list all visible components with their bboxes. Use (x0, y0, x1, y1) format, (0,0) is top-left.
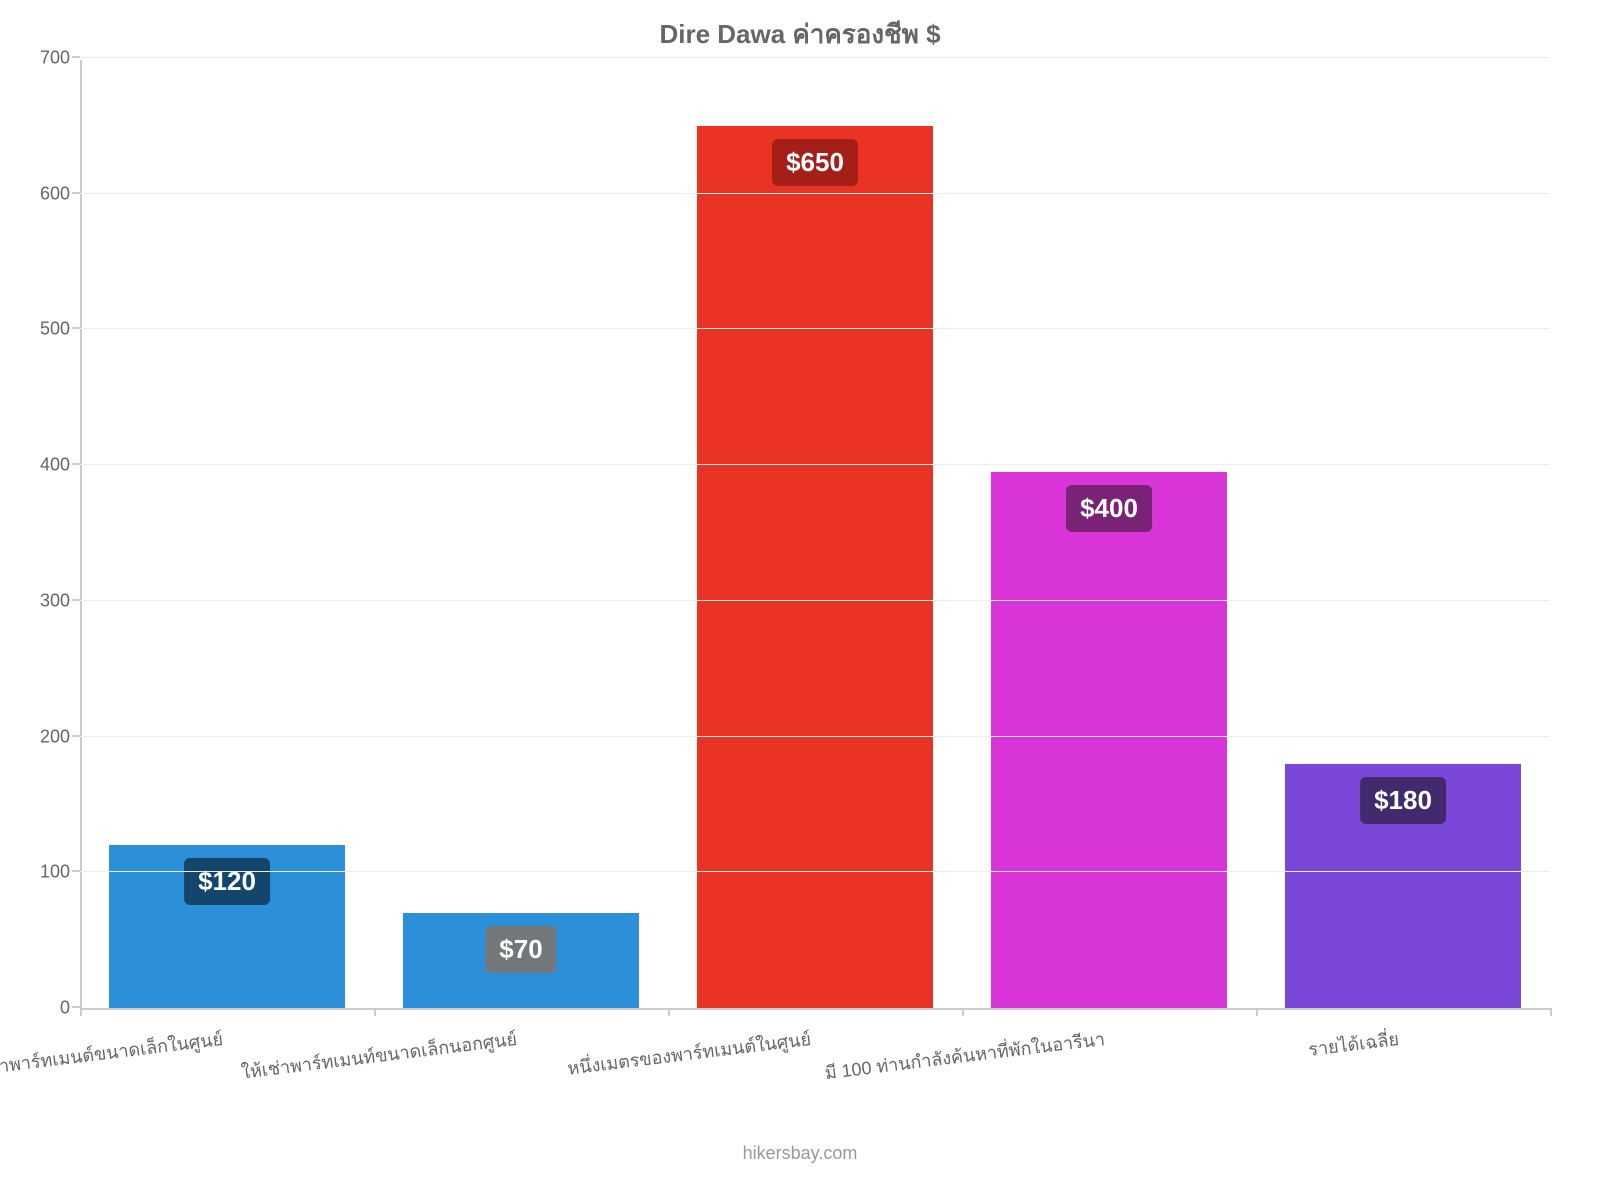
bar-value-label: $120 (184, 858, 270, 905)
x-tick-mark (80, 1008, 82, 1016)
y-tick-mark (72, 735, 80, 737)
y-tick-mark (72, 463, 80, 465)
y-tick-mark (72, 870, 80, 872)
footer-credit: hikersbay.com (0, 1143, 1600, 1164)
chart-container: Dire Dawa ค่าครองชีพ $ $120$70$650$400$1… (0, 0, 1600, 1200)
bar-slot: $120 (80, 60, 374, 1008)
y-tick-mark (72, 56, 80, 58)
bar-slot: $70 (374, 60, 668, 1008)
bar-slot: $650 (668, 60, 962, 1008)
gridline (80, 736, 1550, 737)
y-tick-label: 600 (40, 183, 80, 204)
bar-slot: $400 (962, 60, 1256, 1008)
x-tick-mark (374, 1008, 376, 1016)
gridline (80, 328, 1550, 329)
gridline (80, 57, 1550, 58)
plot-area: $120$70$650$400$180 01002003004005006007… (80, 60, 1550, 1010)
bar-value-label: $70 (485, 926, 556, 973)
x-tick-mark (962, 1008, 964, 1016)
y-tick-mark (72, 599, 80, 601)
gridline (80, 464, 1550, 465)
x-category-label: ให้เช่าพาร์ทเมนต์ขนาดเล็กในศูนย์ (0, 1024, 225, 1085)
x-category-label: หนึ่งเมตรของพาร์ทเมนต์ในศูนย์ (566, 1024, 813, 1083)
gridline (80, 600, 1550, 601)
y-tick-mark (72, 192, 80, 194)
y-tick-label: 700 (40, 48, 80, 69)
y-tick-mark (72, 1006, 80, 1008)
bars-layer: $120 $70 $650 $400 $180 (80, 60, 1550, 1008)
x-category-label: ให้เช่าพาร์ทเมนท์ขนาดเล็กนอกศูนย์ (239, 1024, 518, 1087)
chart-title: Dire Dawa ค่าครองชีพ $ (0, 14, 1600, 55)
x-tick-mark (1256, 1008, 1258, 1016)
x-tick-mark (668, 1008, 670, 1016)
bar-value-label: $180 (1360, 777, 1446, 824)
x-category-label: มี 100 ท่านกำลังค้นหาที่พักในอารีนา (823, 1024, 1106, 1087)
y-tick-label: 0 (60, 998, 80, 1019)
y-tick-label: 300 (40, 590, 80, 611)
y-tick-label: 200 (40, 726, 80, 747)
x-tick-mark (1550, 1008, 1552, 1016)
y-tick-label: 500 (40, 319, 80, 340)
bar-slot: $180 (1256, 60, 1550, 1008)
bar (697, 126, 932, 1008)
gridline (80, 193, 1550, 194)
bar-value-label: $650 (772, 139, 858, 186)
y-tick-label: 400 (40, 455, 80, 476)
bar-value-label: $400 (1066, 485, 1152, 532)
gridline (80, 871, 1550, 872)
x-category-label: รายได้เฉลี่ย (1307, 1024, 1401, 1064)
y-tick-label: 100 (40, 862, 80, 883)
y-tick-mark (72, 327, 80, 329)
bar (991, 472, 1226, 1008)
